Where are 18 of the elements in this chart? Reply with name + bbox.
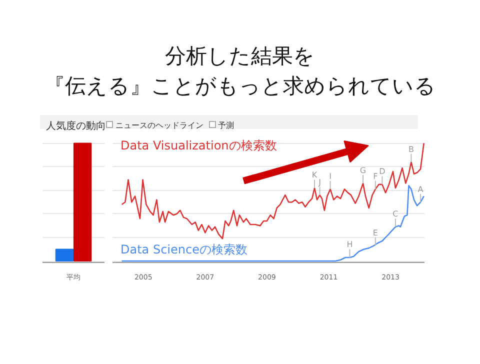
annotation: K xyxy=(312,170,318,180)
text: 予測 xyxy=(218,121,234,130)
text: 分析した結果を xyxy=(164,43,316,70)
series-label: Data Scienceの検索数 xyxy=(120,242,248,256)
text: ニュースのヘッドライン xyxy=(116,121,204,130)
annotation: D xyxy=(379,167,386,176)
annotation: J xyxy=(318,178,321,187)
annotation: B xyxy=(408,144,414,154)
annotation: C xyxy=(392,210,399,219)
annotation: H xyxy=(346,240,353,250)
annotation: A xyxy=(418,184,424,194)
annotation: F xyxy=(373,172,378,181)
text: 人気度の動向 xyxy=(46,120,106,134)
annotation: I xyxy=(329,172,332,181)
annotation: E xyxy=(372,228,378,238)
annotation: G xyxy=(360,166,366,176)
text: Data Visualizationの検索数 xyxy=(120,138,277,152)
text: 『伝える』ことがもっと求められている xyxy=(44,73,436,100)
